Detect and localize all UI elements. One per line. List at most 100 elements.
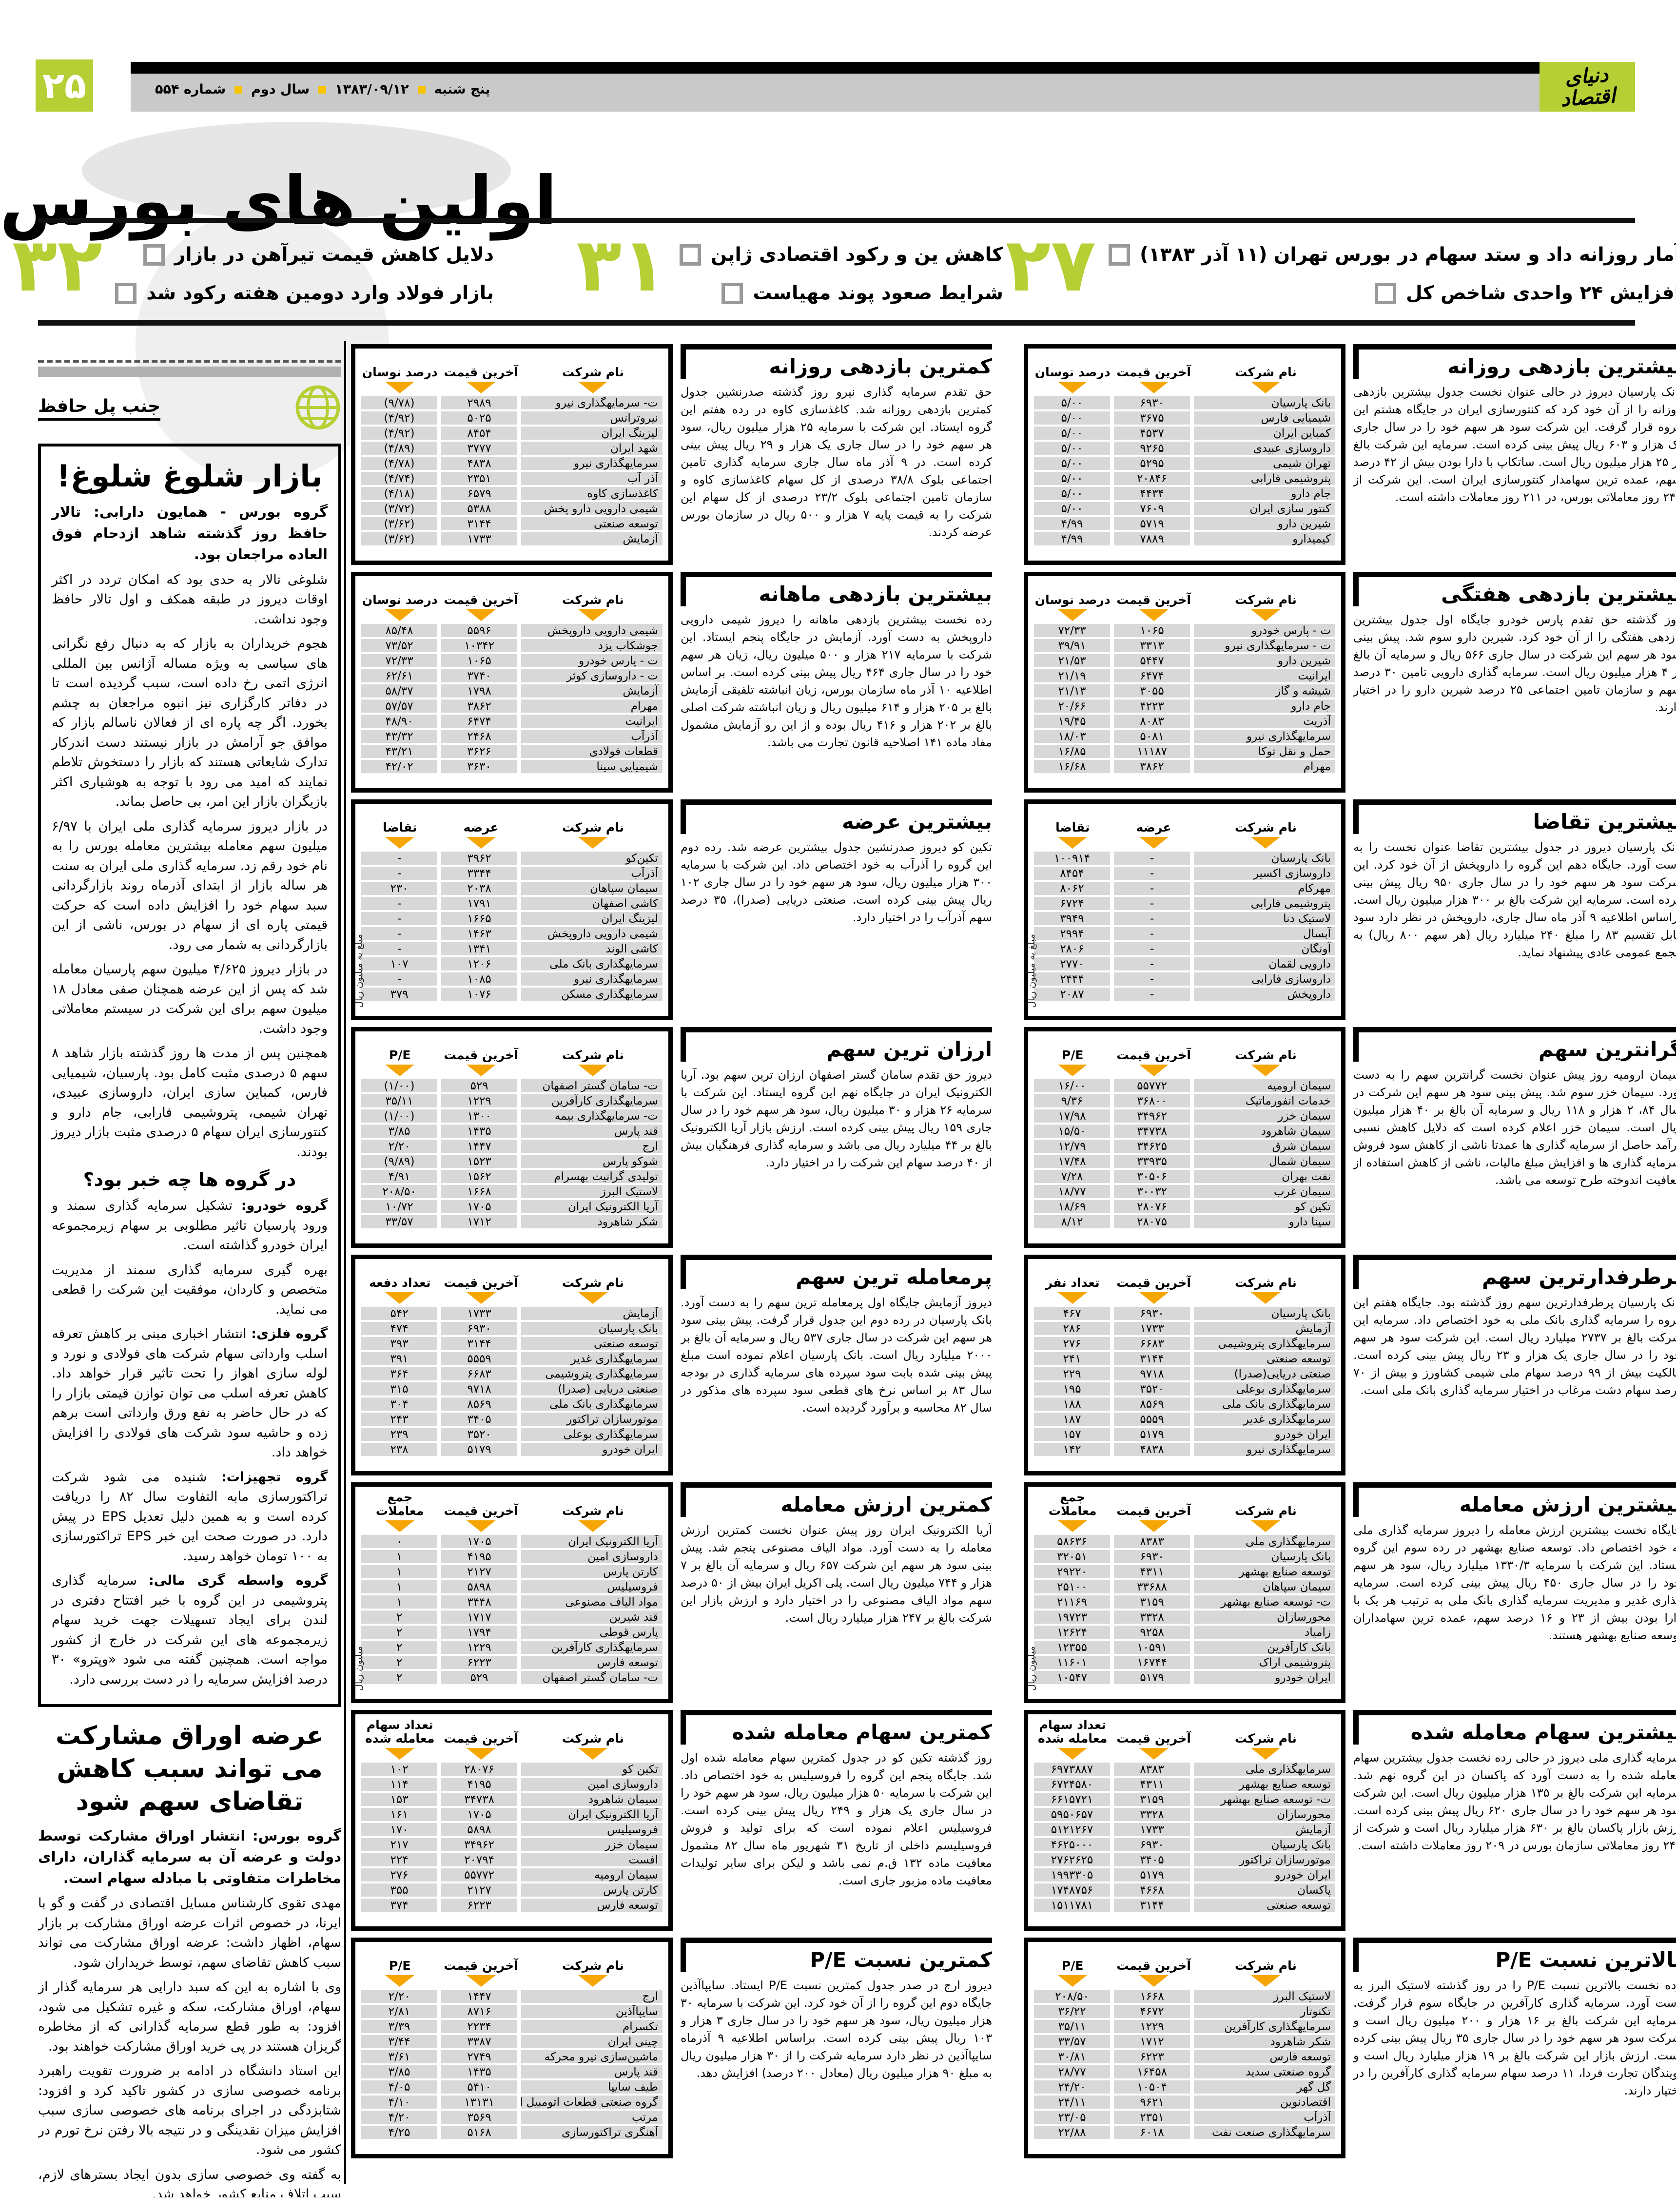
block-heading: ارزان ترین سهم [672, 1037, 983, 1061]
newspaper-logo: دنیای اقتصاد [1529, 62, 1628, 112]
sort-triangle-icon [376, 1065, 406, 1076]
value-cell: ۲۷۴۹ [432, 2050, 508, 2063]
value-cell: ۲۰/۶۶ [1025, 699, 1101, 713]
value-cell: ۳۱۴۴ [432, 1337, 508, 1350]
sort-triangle-icon [569, 1975, 599, 1987]
stats-table: نام شرکت آخرین قیمت تعداد نفر بانک پارسیان ۶… [1015, 1255, 1337, 1475]
company-name-cell: پارس قوطی [512, 1626, 654, 1639]
sort-triangle-icon [376, 609, 406, 621]
table-row: جام دارو ۴۴۳۴ ۵/۰۰ [1025, 487, 1326, 500]
sort-triangle-icon [376, 837, 406, 849]
table-row: آذریت ۸۰۸۳ ۱۹/۴۵ [1025, 715, 1326, 728]
stats-block: کمترین بازدهی روزانه حق تقدم سرمایه گذاری… [342, 344, 983, 565]
column-header-label: آخرین قیمت [1108, 593, 1182, 607]
table-row: ت - سرمایهگذاری نیرو ۳۳۱۳ ۳۹/۹۱ [1025, 639, 1326, 652]
value-cell: ۳۱۵۹ [1105, 1793, 1181, 1806]
column-header-label: نام شرکت [1226, 821, 1288, 834]
column-header-label: نام شرکت [553, 1276, 615, 1290]
value-cell: ۲۷۶۲۶۲۵ [1025, 1853, 1101, 1866]
company-name-cell: ارج [512, 1990, 654, 2003]
value-cell: ۵۸۹۸ [432, 1580, 508, 1593]
column-header: P/E [1025, 1035, 1102, 1076]
table-row: ت- سامان گستر اصفهان ۵۲۹ ۲ [352, 1671, 654, 1684]
company-name-cell: جوشکاب یزد [512, 639, 654, 652]
value-cell: ۶۹۳۰ [1105, 1307, 1181, 1320]
table-row: شیرین دارو ۵۷۱۹ ۴/۹۹ [1025, 517, 1326, 530]
value-cell: ۱ [352, 1565, 429, 1578]
table-row: سیمان شرق ۳۴۶۲۵ ۱۲/۷۹ [1025, 1140, 1326, 1153]
company-name-cell: شکر شاهرود [512, 1215, 654, 1228]
sort-triangle-icon [1242, 382, 1271, 393]
company-name-cell: زامیاد [1185, 1626, 1326, 1639]
value-cell: ۲۴۶۸ [432, 730, 508, 743]
value-cell: ۲۰۳۸ [432, 882, 508, 895]
company-name-cell: افست [512, 1853, 654, 1866]
company-name-cell: لاستیک البرز [512, 1185, 654, 1198]
value-cell: ۸۵۶۹ [432, 1397, 508, 1411]
value-cell: ۱۷۱۲ [432, 1215, 508, 1228]
table-row: کارتن پارس ۲۱۲۷ ۳۵۵ [352, 1883, 654, 1897]
value-cell: - [1105, 942, 1181, 955]
company-name-cell: سیمان شرق [1185, 1140, 1326, 1153]
value-cell: ۶۲۲۳ [432, 1899, 508, 1912]
table-row: فروسیلیس ۵۸۹۸ ۱ [352, 1580, 654, 1593]
value-cell: ۶۷۲۴۵۸۰ [1025, 1778, 1101, 1791]
column-header-label: آخرین قیمت [1108, 1959, 1182, 1973]
block-text: کمترین نسبت P/E دیروز ارج در صدر جدول کمت… [672, 1938, 983, 2158]
column-header: آخرین قیمت [433, 1491, 510, 1532]
column-header: نام شرکت [515, 1946, 654, 1987]
value-cell: ۲۳۸ [352, 1443, 429, 1456]
table-row: شکر شاهرود ۱۷۱۲ ۳۳/۵۷ [1025, 2035, 1326, 2048]
table-row: ت- سرمایهگذاری بیمه ۱۳۰۰ (۱/۰۰) [352, 1109, 654, 1123]
company-name-cell: سرمایهگذاری بوعلی [512, 1428, 654, 1441]
value-cell: - [352, 897, 429, 910]
company-name-cell: لاستیک دنا [1185, 912, 1326, 925]
value-cell: ۴۳۱۱ [1105, 1778, 1181, 1791]
company-name-cell: تکسرام [512, 2020, 654, 2033]
sort-triangle-icon [1130, 1748, 1160, 1760]
value-cell: ۱۷۹۸ [432, 684, 508, 698]
sort-triangle-icon [1049, 609, 1078, 621]
table-row: ت - پارس خودرو ۱۰۶۵ ۷۲/۳۳ [352, 654, 654, 667]
column-header-label: آخرین قیمت [435, 1048, 509, 1062]
table-row: سرمایهگذاری بانک ملی ۱۲۰۶ ۱۰۷ [352, 957, 654, 970]
value-cell: ۱۰۵۴۷ [1025, 1671, 1101, 1684]
value-cell: ۱۲۳۵۵ [1025, 1641, 1101, 1654]
table-row: ت- سامان گستر اصفهان ۵۲۹ (۱/۰۰) [352, 1079, 654, 1092]
value-cell: (۳/۶۲) [352, 532, 429, 545]
date: ۱۳۸۳/۰۹/۱۲ [326, 82, 400, 97]
stats-table: نام شرکت آخرین قیمت P/E سیمان ارومیه ۵۵۷۷۲ ۱۶… [1015, 1027, 1337, 1248]
value-cell: ۳/۴۴ [352, 2035, 429, 2048]
column-header-label: نام شرکت [1226, 1504, 1288, 1518]
table-row: مهرکام -۸۰۶۲ [1025, 882, 1326, 895]
company-name-cell: سرمایهگذاری نیرو [512, 457, 654, 470]
block-heading: پرمعامله ترین سهم [672, 1265, 983, 1289]
value-cell: ۴۱۹۵ [432, 1550, 508, 1563]
company-name-cell: گروه صنعتی قطعات اتومبیل ایران [512, 2096, 654, 2109]
column-header: نام شرکت [515, 352, 654, 393]
company-name-cell: کارتن پارس [512, 1883, 654, 1897]
value-cell: ۱۷۹۴ [432, 1626, 508, 1639]
value-cell: ۲۲۹ [1025, 1367, 1101, 1380]
value-cell: ۲۸۶ [1025, 1322, 1101, 1335]
value-cell: ۱۷۳۳ [432, 1307, 508, 1320]
value-cell: ۱۷۰۵ [432, 1808, 508, 1821]
right-stats-column: بیشترین بازدهی روزانه بانک پارسیان دیروز … [1015, 344, 1673, 2158]
company-name-cell: تکین کو [512, 1763, 654, 1776]
table-row: ماشین‌سازی نیرو محرکه ۲۷۴۹ ۳/۶۱ [352, 2050, 654, 2063]
value-cell: ۱۸۸ [1025, 1397, 1101, 1411]
value-cell: ۳۶۲۶ [432, 745, 508, 758]
table-row: سرمایهگذاری صنعت نفت ۶۰۱۸ ۲۲/۸۸ [1025, 2126, 1326, 2139]
value-cell: - [1105, 988, 1181, 1001]
table-row: آذرآب ۲۴۶۸ ۴۳/۳۲ [352, 730, 654, 743]
company-name-cell: ایرانیت [1185, 669, 1326, 682]
block-paragraph: سرمایه گذاری ملی دیروز در حالی رده نخست … [1345, 1749, 1673, 1854]
value-cell: ۲۱۱۶۹ [1025, 1595, 1101, 1609]
company-name-cell: داروسازی امین [512, 1778, 654, 1791]
company-name-cell: شهد ایران [512, 442, 654, 455]
table-row: شیمی دارویی دارو پخش ۵۳۸۸ (۳/۷۲) [352, 502, 654, 515]
table-row: قند پارس ۱۴۳۵ ۳/۸۵ [352, 1125, 654, 1138]
table-row: آزمایش ۱۷۳۳ ۵۴۲ [352, 1307, 654, 1320]
column-header-label: درصد نوسان [353, 593, 429, 607]
separator-square-icon [310, 86, 317, 94]
